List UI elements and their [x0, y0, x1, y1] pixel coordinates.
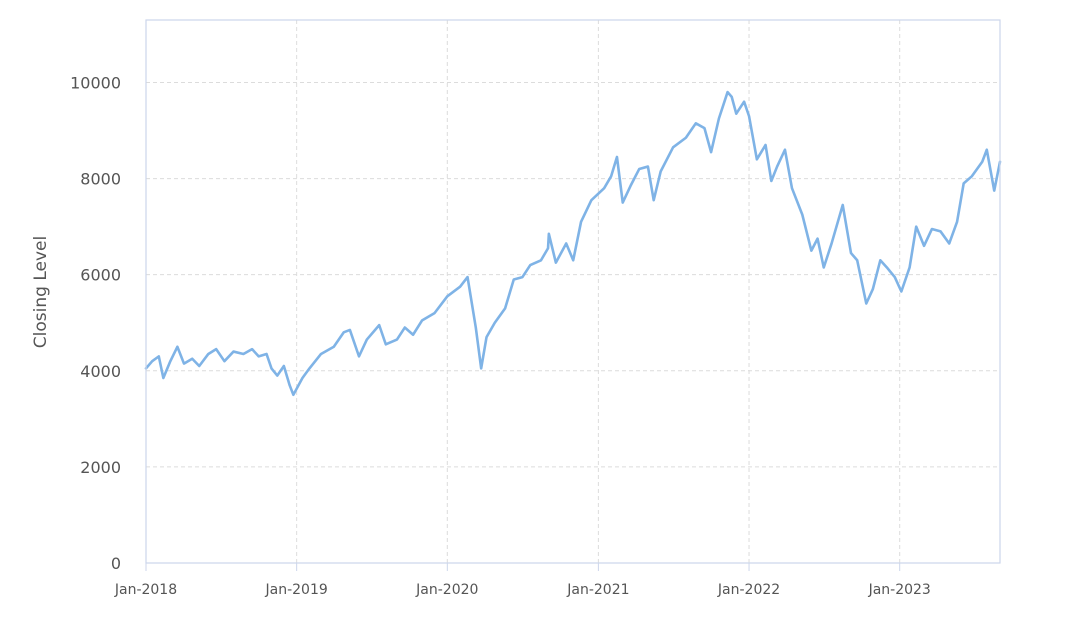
- y-tick-label: 4000: [80, 362, 121, 381]
- tick-labels: 0 2000 4000 6000 8000 10000 Jan-2018 Jan-2019 Ja…: [70, 73, 931, 598]
- plot-frame: [145, 19, 1001, 564]
- y-tick-label: 2000: [80, 458, 121, 477]
- x-tick-label: Jan-2021: [566, 582, 629, 598]
- x-tick-label: Jan-2020: [415, 582, 478, 598]
- tick-marks: [145, 563, 901, 571]
- y-tick-label: 10000: [70, 73, 121, 92]
- x-tick-label: Jan-2023: [868, 582, 931, 598]
- plot-area: [146, 20, 1000, 563]
- y-tick-label: 0: [111, 554, 121, 573]
- gridlines: [146, 20, 1000, 563]
- y-tick-label: 8000: [80, 170, 121, 189]
- series-layer: [144, 90, 1002, 397]
- x-tick-label: Jan-2018: [114, 582, 177, 598]
- y-axis-title: Closing Level: [31, 236, 51, 348]
- x-tick-label: Jan-2022: [717, 582, 780, 598]
- y-tick-label: 6000: [80, 266, 121, 285]
- series-line: [144, 90, 1002, 397]
- x-tick-label: Jan-2019: [265, 582, 328, 598]
